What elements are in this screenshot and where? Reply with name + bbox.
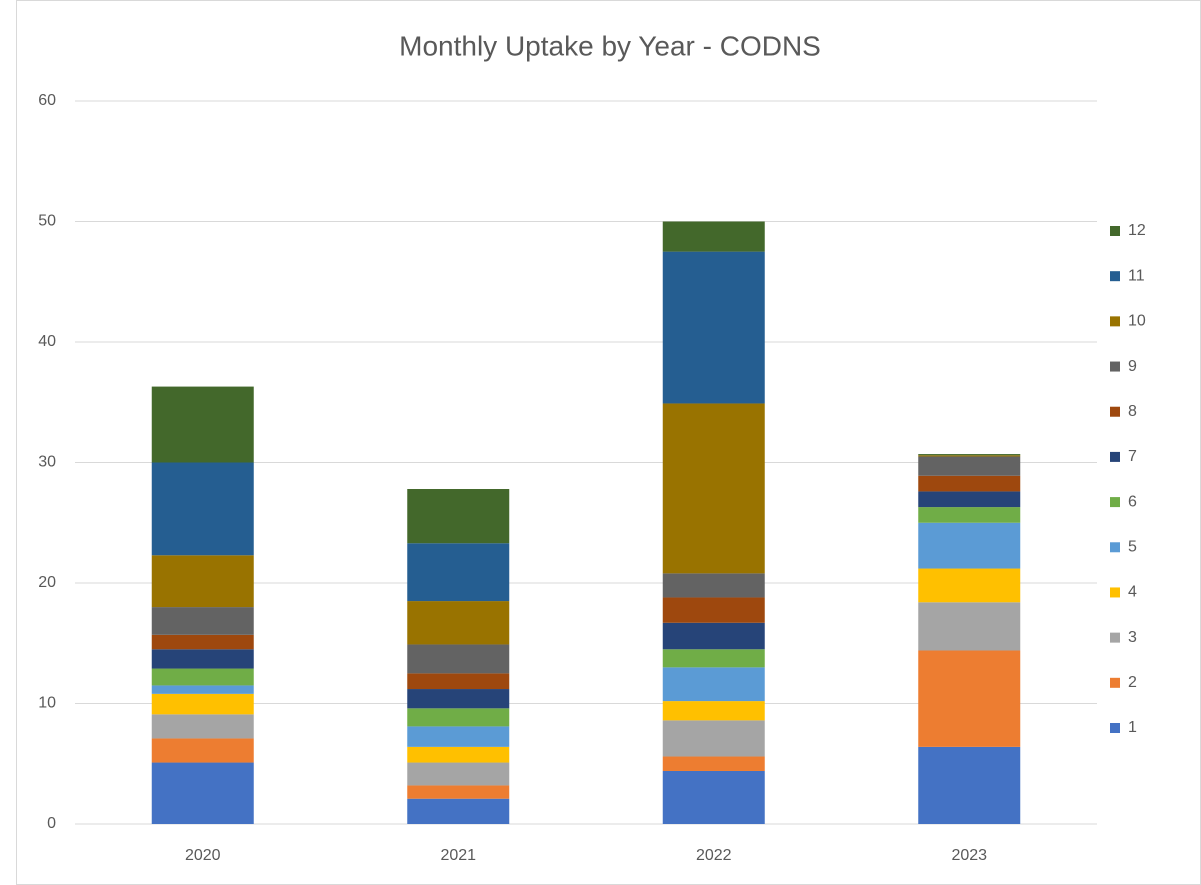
legend-swatch xyxy=(1110,542,1120,553)
legend-label: 10 xyxy=(1128,313,1146,330)
legend-label: 2 xyxy=(1128,674,1137,691)
legend-label: 6 xyxy=(1128,493,1137,510)
x-tick-label: 2022 xyxy=(696,847,732,864)
bar-segment xyxy=(662,649,765,668)
x-tick-label: 2021 xyxy=(440,847,476,864)
bar-segment xyxy=(151,714,254,739)
bar-segment xyxy=(151,668,254,686)
legend-swatch xyxy=(1110,497,1120,508)
bar-segment xyxy=(662,701,765,721)
legend-swatch xyxy=(1110,361,1120,372)
legend-label: 7 xyxy=(1128,448,1137,465)
y-tick-label: 10 xyxy=(38,695,56,712)
legend-label: 5 xyxy=(1128,538,1137,555)
legend-swatch xyxy=(1110,226,1120,236)
bar-segment xyxy=(151,693,254,715)
bar-segment xyxy=(407,673,510,690)
bar-segment xyxy=(918,456,1021,476)
bar-segment xyxy=(918,602,1021,651)
bar-segment xyxy=(662,597,765,623)
bar-segment xyxy=(407,785,510,799)
bar-segment xyxy=(151,386,254,463)
y-tick-label: 20 xyxy=(38,574,56,591)
bar-segment xyxy=(662,770,765,824)
bar-segment xyxy=(151,634,254,650)
y-tick-label: 40 xyxy=(38,333,56,350)
legend-label: 11 xyxy=(1128,267,1145,284)
bar-segment xyxy=(918,491,1021,508)
chart-title: Monthly Uptake by Year - CODNS xyxy=(399,30,821,61)
y-tick-label: 0 xyxy=(47,815,56,832)
bar-segment xyxy=(918,455,1021,457)
x-tick-label: 2020 xyxy=(185,847,221,864)
legend-label: 4 xyxy=(1128,584,1137,601)
legend-label: 3 xyxy=(1128,629,1137,646)
legend-swatch xyxy=(1110,587,1120,598)
legend-label: 12 xyxy=(1128,222,1146,239)
bar-segment xyxy=(918,507,1021,523)
bar-segment xyxy=(918,454,1021,456)
legend-swatch xyxy=(1110,677,1120,688)
bar-segment xyxy=(407,601,510,645)
y-tick-label: 60 xyxy=(38,92,56,109)
bar-segment xyxy=(407,726,510,747)
legend-label: 9 xyxy=(1128,358,1137,375)
x-tick-label: 2023 xyxy=(951,847,987,864)
legend-swatch xyxy=(1110,451,1120,462)
bar-segment xyxy=(918,568,1021,603)
bar-segment xyxy=(407,543,510,602)
bar-segment xyxy=(662,720,765,757)
legend-swatch xyxy=(1110,406,1120,417)
bar-segment xyxy=(662,756,765,771)
legend-label: 1 xyxy=(1128,719,1137,736)
legend-swatch xyxy=(1110,632,1120,643)
bar-segment xyxy=(407,689,510,709)
y-tick-label: 50 xyxy=(38,213,56,230)
bar-segment xyxy=(151,607,254,635)
bar-segment xyxy=(662,251,765,404)
bar-segment xyxy=(918,746,1021,824)
bar-segment xyxy=(407,746,510,763)
legend-swatch xyxy=(1110,271,1120,282)
bar-segment xyxy=(151,649,254,669)
bar-segment xyxy=(662,573,765,598)
bar-segment xyxy=(407,644,510,674)
bar-segment xyxy=(151,555,254,608)
bar-segment xyxy=(407,798,510,824)
bar-segment xyxy=(662,403,765,574)
bar-segment xyxy=(151,738,254,763)
legend-swatch xyxy=(1110,316,1120,327)
bar-segment xyxy=(662,667,765,702)
legend-swatch xyxy=(1110,723,1120,733)
bar-segment xyxy=(151,462,254,556)
bar-segment xyxy=(918,522,1021,569)
bar-segment xyxy=(407,762,510,786)
bar-segment xyxy=(918,475,1021,492)
bar-segment xyxy=(407,708,510,727)
bar-segment xyxy=(151,685,254,694)
y-tick-label: 30 xyxy=(38,454,56,471)
bar-segment xyxy=(151,762,254,824)
bar-segment xyxy=(407,489,510,544)
bar-segment xyxy=(662,221,765,252)
bar-segment xyxy=(918,650,1021,747)
bar-segment xyxy=(662,622,765,650)
legend-label: 8 xyxy=(1128,403,1137,420)
